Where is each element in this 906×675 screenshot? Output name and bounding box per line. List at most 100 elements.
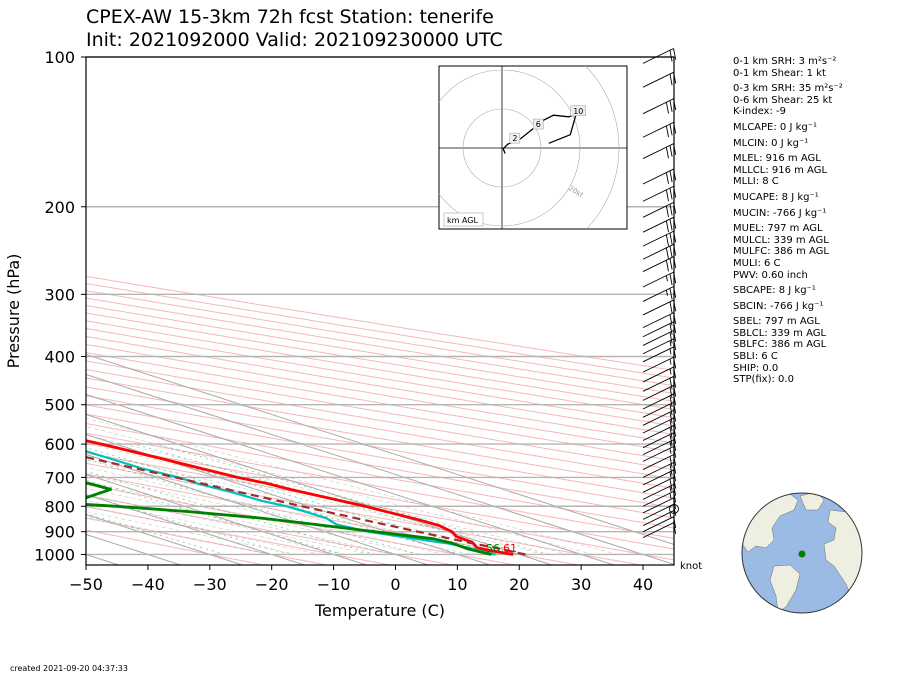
index-line: MLCAPE: 0 J kg⁻¹ — [733, 121, 818, 133]
wind-barb-staff — [642, 71, 674, 88]
moist-adiabat — [86, 451, 520, 555]
wind-unit-label: knot — [680, 561, 702, 572]
isotherm — [86, 353, 674, 545]
index-line: MULCL: 339 m AGL — [733, 234, 829, 246]
wind-barb-staff — [642, 504, 674, 520]
wind-barb-full — [669, 170, 673, 183]
wind-barb-full — [669, 412, 673, 424]
dry-adiabat — [86, 404, 674, 509]
dry-adiabat — [86, 494, 452, 565]
wind-barb-staff — [642, 256, 674, 272]
index-line: STP(fix): 0.0 — [733, 374, 794, 386]
wind-barb — [642, 98, 677, 115]
dry-adiabat — [86, 506, 390, 565]
x-tick-label: 10 — [447, 575, 467, 594]
wind-barb-staff — [642, 476, 674, 493]
wind-barb-staff — [642, 497, 674, 514]
moist-adiabat — [86, 442, 545, 555]
x-tick-label: 30 — [571, 575, 591, 594]
hodograph-trace — [502, 113, 578, 154]
wind-barb-staff — [642, 216, 674, 233]
wind-barb-staff — [642, 446, 674, 462]
wind-barb-full — [669, 404, 673, 416]
y-tick-label: 1000 — [34, 545, 75, 564]
moist-adiabat — [86, 516, 272, 555]
index-line: MLEL: 916 m AGL — [733, 153, 821, 165]
moist-adiabat — [86, 481, 421, 555]
x-tick-label: −50 — [69, 575, 103, 594]
dry-adiabat — [86, 442, 674, 550]
created-timestamp: created 2021-09-20 04:37:33 — [10, 664, 128, 673]
wind-barb-staff — [642, 48, 674, 64]
x-tick-label: 20 — [509, 575, 529, 594]
wind-barb — [642, 216, 677, 233]
x-tick-label: 0 — [390, 575, 400, 594]
wind-barb-full — [665, 205, 669, 218]
wind-barb-half — [669, 471, 672, 478]
hodograph-height-labels: 2 6 10 — [509, 105, 586, 144]
dewpoint-profile — [86, 450, 496, 556]
wind-barb — [642, 201, 677, 218]
surface-temperature-label: 61 — [503, 542, 517, 555]
wind-barb-half — [669, 448, 672, 454]
hodograph-height-label: 2 — [512, 134, 517, 143]
wind-barb-full — [669, 258, 673, 270]
dry-adiabat — [86, 352, 674, 453]
index-line: SBLCL: 339 m AGL — [733, 327, 827, 339]
isobar-grid — [86, 56, 674, 556]
wind-barbs — [642, 48, 679, 539]
wind-barb-full — [669, 387, 673, 399]
surface-dewpoint-label: 56 — [486, 542, 500, 555]
hodograph-ring — [439, 69, 581, 227]
wind-barb-full — [669, 332, 673, 344]
isotherm — [86, 473, 367, 565]
wind-barb-half — [665, 289, 668, 296]
index-line: MLCIN: 0 J kg⁻¹ — [733, 137, 809, 149]
isotherm — [86, 493, 305, 565]
wind-barb-full — [665, 147, 669, 159]
wind-barb-half — [669, 512, 672, 519]
hodograph-inset — [438, 65, 628, 230]
isotherm — [86, 373, 674, 565]
wind-barb — [642, 346, 677, 363]
index-line: MUCIN: -766 J kg⁻¹ — [733, 207, 827, 219]
mixing-ratio-line — [108, 443, 499, 555]
hodograph-label-box — [570, 105, 586, 117]
wind-barb-staff — [642, 522, 674, 539]
wind-barb-full — [669, 378, 673, 390]
moist-adiabat — [86, 494, 371, 555]
wind-barb-full — [665, 189, 669, 202]
x-tick-label: 40 — [633, 575, 653, 594]
wind-barb-full — [669, 73, 673, 86]
wind-barb-staff — [642, 201, 674, 218]
wind-barb-staff — [642, 143, 674, 159]
wind-barb-staff — [642, 454, 674, 470]
dry-adiabat — [86, 386, 674, 489]
wind-barb-half — [665, 275, 668, 282]
index-line: MUCAPE: 8 J kg⁻¹ — [733, 191, 819, 203]
wind-barb-full — [669, 273, 673, 286]
y-tick-label: 500 — [44, 396, 75, 415]
wind-barb-full — [669, 464, 673, 476]
wind-barb-staff — [642, 321, 674, 338]
wind-barb-staff — [642, 439, 674, 456]
x-axis: −50 −40 −30 −20 −10 0 10 20 30 40 — [69, 565, 653, 594]
wind-barb-half — [669, 358, 672, 365]
globe-inset — [741, 492, 863, 614]
moist-adiabat — [86, 511, 297, 555]
wind-barb-staff — [642, 409, 674, 426]
wind-barb-full — [669, 288, 673, 300]
wind-barb-staff — [642, 469, 674, 486]
y-tick-label: 700 — [44, 468, 75, 487]
wind-barb-staff — [642, 185, 674, 202]
wind-barb-half — [669, 348, 672, 355]
y-tick-label: 400 — [44, 348, 75, 367]
moist-adiabat — [86, 434, 569, 555]
globe-outline — [741, 492, 863, 614]
wind-barb-staff — [642, 356, 674, 373]
mixing-ratio-line — [86, 447, 461, 555]
dry-adiabat — [86, 413, 674, 519]
dry-adiabat — [86, 395, 674, 499]
temperature-profile — [86, 439, 514, 556]
wind-barb-full — [665, 220, 669, 233]
